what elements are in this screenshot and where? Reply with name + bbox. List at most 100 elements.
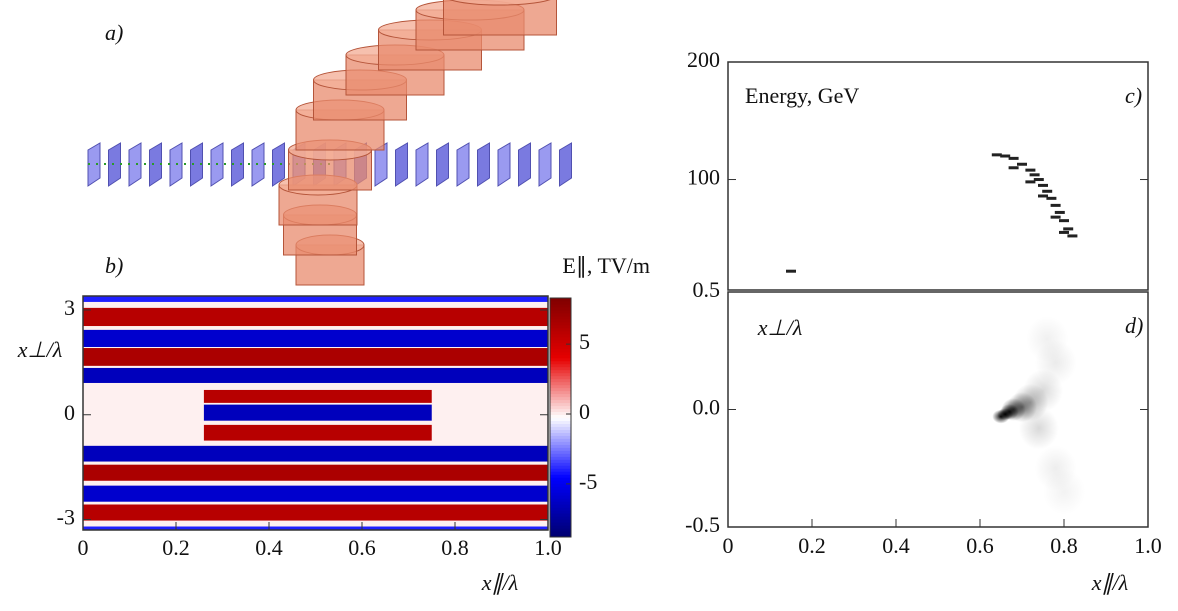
colorbar-cell xyxy=(550,339,571,344)
colorbar-cell xyxy=(550,501,571,505)
panel-label: b) xyxy=(105,253,123,278)
plate xyxy=(108,142,121,187)
colorbar-cell xyxy=(550,390,571,395)
plate xyxy=(415,142,429,187)
colorbar-cell xyxy=(550,357,571,362)
colorbar-cell xyxy=(550,312,571,317)
colorbar-cell xyxy=(550,522,571,526)
point xyxy=(1050,203,1061,207)
colorbar-cell xyxy=(550,510,571,514)
colorbar-cell xyxy=(550,420,571,424)
plate xyxy=(456,142,470,187)
x-tick-label: 0.6 xyxy=(348,535,376,560)
point xyxy=(1033,178,1044,182)
illustration xyxy=(87,0,572,286)
point xyxy=(1025,168,1036,172)
colorbar-cell xyxy=(550,483,571,487)
colorbar-cell xyxy=(550,298,571,302)
colorbar-cell xyxy=(550,309,571,314)
colorbar-cell xyxy=(550,372,571,377)
x-tick-label: 0.4 xyxy=(255,535,283,560)
x-tick-label: 0.2 xyxy=(798,533,826,558)
plate xyxy=(272,142,285,187)
colorbar-cell xyxy=(550,516,571,520)
colorbar-cell xyxy=(550,351,571,356)
y-axis-label: x⊥/λ xyxy=(757,315,803,340)
colorbar-cell xyxy=(550,342,571,347)
colorbar-cell xyxy=(550,465,571,469)
field-band xyxy=(83,307,548,327)
point xyxy=(1029,173,1040,177)
colorbar-cell xyxy=(550,513,571,517)
plate xyxy=(497,142,511,187)
colorbar-cell xyxy=(550,303,571,308)
colorbar-cell xyxy=(550,435,571,439)
colorbar-cell xyxy=(550,507,571,511)
colorbar-cell xyxy=(550,423,571,427)
colorbar-cell xyxy=(550,486,571,490)
colorbar-cell xyxy=(550,399,571,404)
colorbar-cell xyxy=(550,495,571,499)
y-axis-label: x⊥/λ xyxy=(17,337,63,362)
panel-label: c) xyxy=(1125,83,1142,108)
field-band xyxy=(83,504,548,521)
colorbar-cell xyxy=(550,354,571,359)
point xyxy=(1017,162,1027,166)
colorbar-cell xyxy=(550,414,571,418)
point xyxy=(1008,166,1019,170)
colorbar-cell xyxy=(550,405,571,410)
colorbar-cell xyxy=(550,459,571,463)
colorbar-cell xyxy=(550,360,571,365)
point xyxy=(1063,227,1074,231)
plate xyxy=(190,142,203,187)
colorbar-cell xyxy=(550,318,571,323)
y-tick-label: 0 xyxy=(64,400,75,425)
colorbar-cell xyxy=(550,453,571,457)
y-tick-label: -0.5 xyxy=(685,512,720,537)
cylinder-top xyxy=(449,0,551,6)
plot-frame xyxy=(82,295,549,531)
colorbar-cell xyxy=(550,408,571,413)
colorbar-cell xyxy=(550,330,571,335)
y-tick-label: -3 xyxy=(57,505,75,530)
colorbar-cell xyxy=(550,471,571,475)
colorbar-cell xyxy=(550,441,571,445)
colorbar-cell xyxy=(550,393,571,398)
colorbar-cell xyxy=(550,474,571,478)
point xyxy=(991,153,1002,157)
colorbar-cell xyxy=(550,336,571,341)
plate xyxy=(149,142,162,187)
plate xyxy=(518,142,531,187)
colorbar-cell xyxy=(550,306,571,311)
plate xyxy=(538,142,552,187)
colorbar-cell xyxy=(550,375,571,380)
colorbar-cell xyxy=(550,489,571,493)
y-tick-label: 0.0 xyxy=(693,395,721,420)
plate xyxy=(559,142,572,187)
colorbar-cell xyxy=(550,324,571,329)
colorbar-cell xyxy=(550,327,571,332)
colorbar-label: E∥, TV/m xyxy=(562,253,650,278)
x-tick-label: 0 xyxy=(723,533,734,558)
colorbar-cell xyxy=(550,534,571,538)
colorbar-cell xyxy=(550,369,571,374)
colorbar-cell xyxy=(550,333,571,338)
point xyxy=(786,269,796,273)
colorbar-cell xyxy=(550,438,571,442)
cylinder xyxy=(443,0,557,36)
colorbar-cell xyxy=(550,444,571,448)
colorbar-cell xyxy=(550,477,571,481)
panel-label: a) xyxy=(105,20,123,45)
field-band xyxy=(83,464,548,481)
field-band xyxy=(83,329,548,347)
field-band xyxy=(203,424,432,441)
point xyxy=(1059,219,1069,223)
x-tick-label: 0.8 xyxy=(1050,533,1078,558)
plate xyxy=(128,142,142,187)
colorbar-cell xyxy=(550,432,571,436)
point xyxy=(1038,183,1048,187)
colorbar-cell xyxy=(550,387,571,392)
colorbar-cell xyxy=(550,429,571,433)
x-tick-label: 0.2 xyxy=(162,535,190,560)
point xyxy=(1054,210,1065,214)
